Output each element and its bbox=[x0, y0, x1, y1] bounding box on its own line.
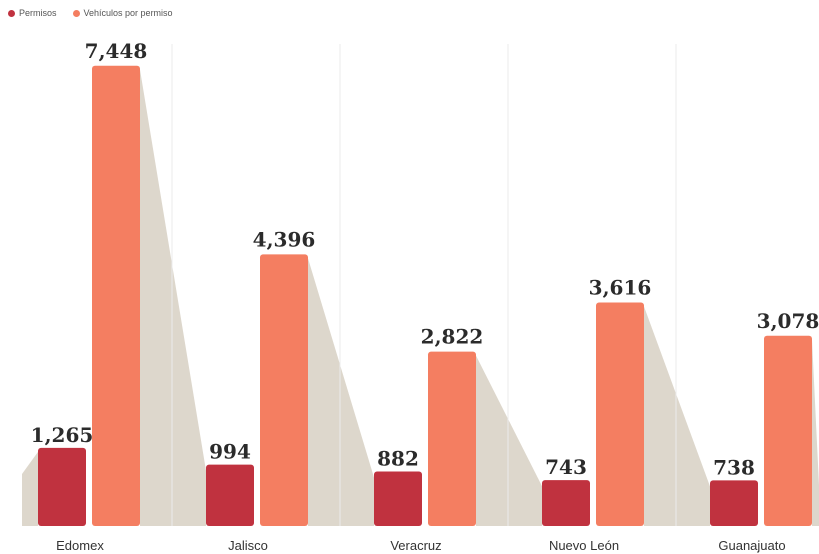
bar-permisos-1 bbox=[206, 464, 254, 526]
legend-label-permisos: Permisos bbox=[19, 8, 57, 18]
category-label-0: Edomex bbox=[56, 538, 104, 553]
category-label-3: Nuevo León bbox=[549, 538, 619, 553]
label-layer: 1,265 7,448 Edomex 994 4,396 Jalisco 882 2,822 V… bbox=[31, 39, 819, 553]
divider-layer bbox=[171, 44, 677, 526]
value-label-permisos-1: 994 bbox=[209, 440, 251, 464]
value-label-permisos-2: 882 bbox=[377, 446, 419, 470]
value-label-vehiculos-4: 3,078 bbox=[757, 309, 819, 333]
legend-item-permisos: Permisos bbox=[8, 8, 57, 18]
legend-swatch-vehiculos bbox=[72, 9, 80, 17]
bar-vehiculos-1 bbox=[260, 254, 308, 527]
bar-shadow bbox=[308, 258, 374, 526]
legend-swatch-permisos bbox=[8, 9, 15, 17]
shadow-layer bbox=[22, 69, 819, 526]
bar-shadow bbox=[812, 339, 819, 526]
legend-item-vehiculos: Vehículos por permiso bbox=[72, 8, 173, 18]
value-label-permisos-4: 738 bbox=[713, 455, 755, 479]
bar-vehiculos-3 bbox=[596, 302, 644, 526]
category-label-2: Veracruz bbox=[390, 538, 441, 553]
value-label-vehiculos-0: 7,448 bbox=[85, 39, 148, 63]
legend-label-vehiculos: Vehículos por permiso bbox=[83, 8, 173, 18]
bar-shadow bbox=[644, 306, 710, 526]
bar-vehiculos-2 bbox=[428, 351, 476, 526]
category-label-1: Jalisco bbox=[228, 538, 268, 553]
bar-shadow-lead bbox=[22, 451, 38, 526]
category-label-4: Guanajuato bbox=[718, 538, 785, 553]
bar-layer bbox=[38, 65, 812, 527]
bar-permisos-2 bbox=[374, 471, 422, 526]
bar-shadow bbox=[140, 69, 206, 526]
bar-permisos-3 bbox=[542, 480, 590, 526]
value-label-permisos-0: 1,265 bbox=[31, 423, 94, 447]
value-label-permisos-3: 743 bbox=[545, 455, 587, 479]
bar-permisos-0 bbox=[38, 447, 86, 526]
value-label-vehiculos-3: 3,616 bbox=[589, 276, 652, 300]
bar-shadow bbox=[476, 355, 542, 526]
value-label-vehiculos-1: 4,396 bbox=[253, 227, 316, 251]
legend: Permisos Vehículos por permiso bbox=[8, 8, 173, 18]
bar-vehiculos-4 bbox=[764, 335, 812, 526]
bar-vehiculos-0 bbox=[92, 65, 140, 526]
value-label-vehiculos-2: 2,822 bbox=[421, 325, 484, 349]
bar-permisos-4 bbox=[710, 480, 758, 526]
